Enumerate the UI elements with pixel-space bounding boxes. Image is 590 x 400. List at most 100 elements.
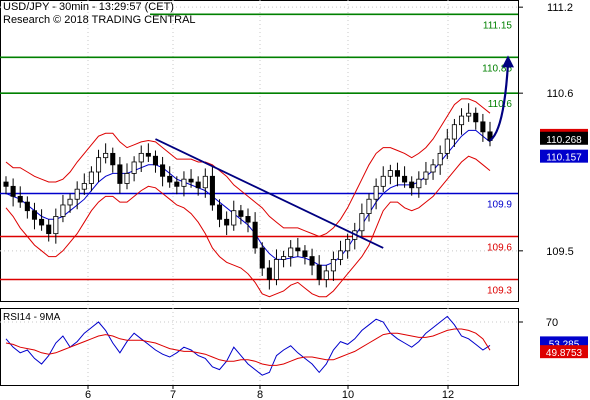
candle-body <box>81 183 87 190</box>
candle-body <box>31 210 38 220</box>
candle-body <box>366 198 372 214</box>
candle-body <box>53 216 59 235</box>
time-axis-label: 7 <box>170 389 176 400</box>
candle-body <box>266 267 272 280</box>
price-tag-label-blue: 110.157 <box>546 153 582 164</box>
price-tag-blue <box>540 149 588 163</box>
candle-body <box>202 175 208 189</box>
candle-body <box>60 204 66 217</box>
candle-body <box>67 198 73 206</box>
time-axis-label: 10 <box>342 389 354 400</box>
candle-body <box>309 256 315 266</box>
candle-body <box>323 270 329 280</box>
candle-body <box>138 152 144 163</box>
candle-body <box>117 164 123 184</box>
candle-body <box>444 138 450 154</box>
candle-body <box>10 185 16 197</box>
candle-body <box>288 247 294 257</box>
candle-body <box>466 112 472 117</box>
candle-body <box>245 216 251 223</box>
level-label-pivot: 109.9 <box>487 200 512 211</box>
chart-title: USD/JPY - 30min - 13:29:57 (CET) <box>3 1 174 13</box>
candle-body <box>238 210 244 217</box>
candle-body <box>359 213 365 232</box>
candle-body <box>409 181 415 189</box>
candle-body <box>110 152 116 166</box>
candle-body <box>295 247 301 252</box>
candle-body <box>181 178 187 187</box>
candle-body <box>416 178 422 189</box>
rsi-tag-label-red: 49.8753 <box>546 348 583 359</box>
candle-body <box>302 250 308 257</box>
candle-body <box>39 218 45 226</box>
candle-body <box>124 173 130 184</box>
candle-body <box>437 152 443 166</box>
candle-body <box>373 185 379 200</box>
time-axis-label: 8 <box>257 389 263 400</box>
candle-body <box>337 250 344 260</box>
candle-body <box>195 181 201 189</box>
rsi-series-rsi14 <box>5 315 491 376</box>
candle-body <box>380 175 386 187</box>
candle-body <box>224 218 230 226</box>
candle-body <box>160 164 166 177</box>
candle-body <box>451 124 457 140</box>
candle-body <box>387 170 393 177</box>
price-tag-label-black: 110.268 <box>546 135 582 146</box>
candle-body <box>74 188 80 200</box>
candle-body <box>167 175 173 183</box>
time-axis-label: 6 <box>85 389 91 400</box>
candle-body <box>188 178 194 183</box>
candle-body <box>480 121 486 133</box>
candle-body <box>394 170 401 177</box>
rsi-tag-label-blue: 53.285 <box>549 339 580 350</box>
candle-body <box>345 238 351 252</box>
candle-body <box>95 157 102 173</box>
candle-body <box>487 131 493 141</box>
candle-body <box>24 201 30 212</box>
candle-body <box>330 259 336 272</box>
trendline <box>155 138 384 249</box>
candle-body <box>430 164 436 173</box>
candle-body <box>273 259 280 280</box>
candle-body <box>145 152 151 157</box>
level-label-resistance: 110.85 <box>482 63 512 74</box>
forecast-arrow-head <box>502 55 514 68</box>
candle-body <box>46 224 52 235</box>
candle-body <box>473 112 479 123</box>
rsi-series-9ma <box>5 328 491 366</box>
bollinger-upper-band <box>5 98 491 238</box>
price-axis-label: 111.2 <box>547 2 573 14</box>
rsi-axis-label: 70 <box>546 317 558 329</box>
price-axis-label: 110.6 <box>547 88 574 100</box>
rsi-panel-title: RSI14 - 9MA <box>3 312 61 323</box>
time-axis-label: 12 <box>442 389 454 400</box>
level-label-resistance: 111.15 <box>483 20 513 31</box>
price-tag-black <box>540 131 588 145</box>
candle-body <box>131 161 137 174</box>
candle-body <box>316 264 322 280</box>
candle-body <box>152 155 159 166</box>
bollinger-lower-band <box>5 155 491 298</box>
candle-body <box>103 152 109 159</box>
candle-body <box>458 115 465 126</box>
price-axis-label: 109.5 <box>546 246 574 258</box>
candle-body <box>88 171 94 184</box>
candle-body <box>252 221 258 249</box>
candle-body <box>174 181 180 187</box>
rsi-tag-red <box>540 345 588 359</box>
candle-body <box>209 175 215 206</box>
level-label-resistance: 110.6 <box>488 99 513 110</box>
candle-body <box>402 175 408 183</box>
candle-body <box>423 171 429 180</box>
candle-body <box>259 247 265 269</box>
level-label-support: 109.3 <box>487 286 512 297</box>
copyright-text: Research © 2018 TRADING CENTRAL <box>3 14 196 26</box>
candle-body <box>216 204 223 220</box>
candle-body <box>281 256 287 260</box>
candle-body <box>231 210 237 226</box>
level-label-support: 109.6 <box>487 243 512 254</box>
forecast-arrow-line <box>489 63 510 142</box>
candle-body <box>3 181 9 187</box>
